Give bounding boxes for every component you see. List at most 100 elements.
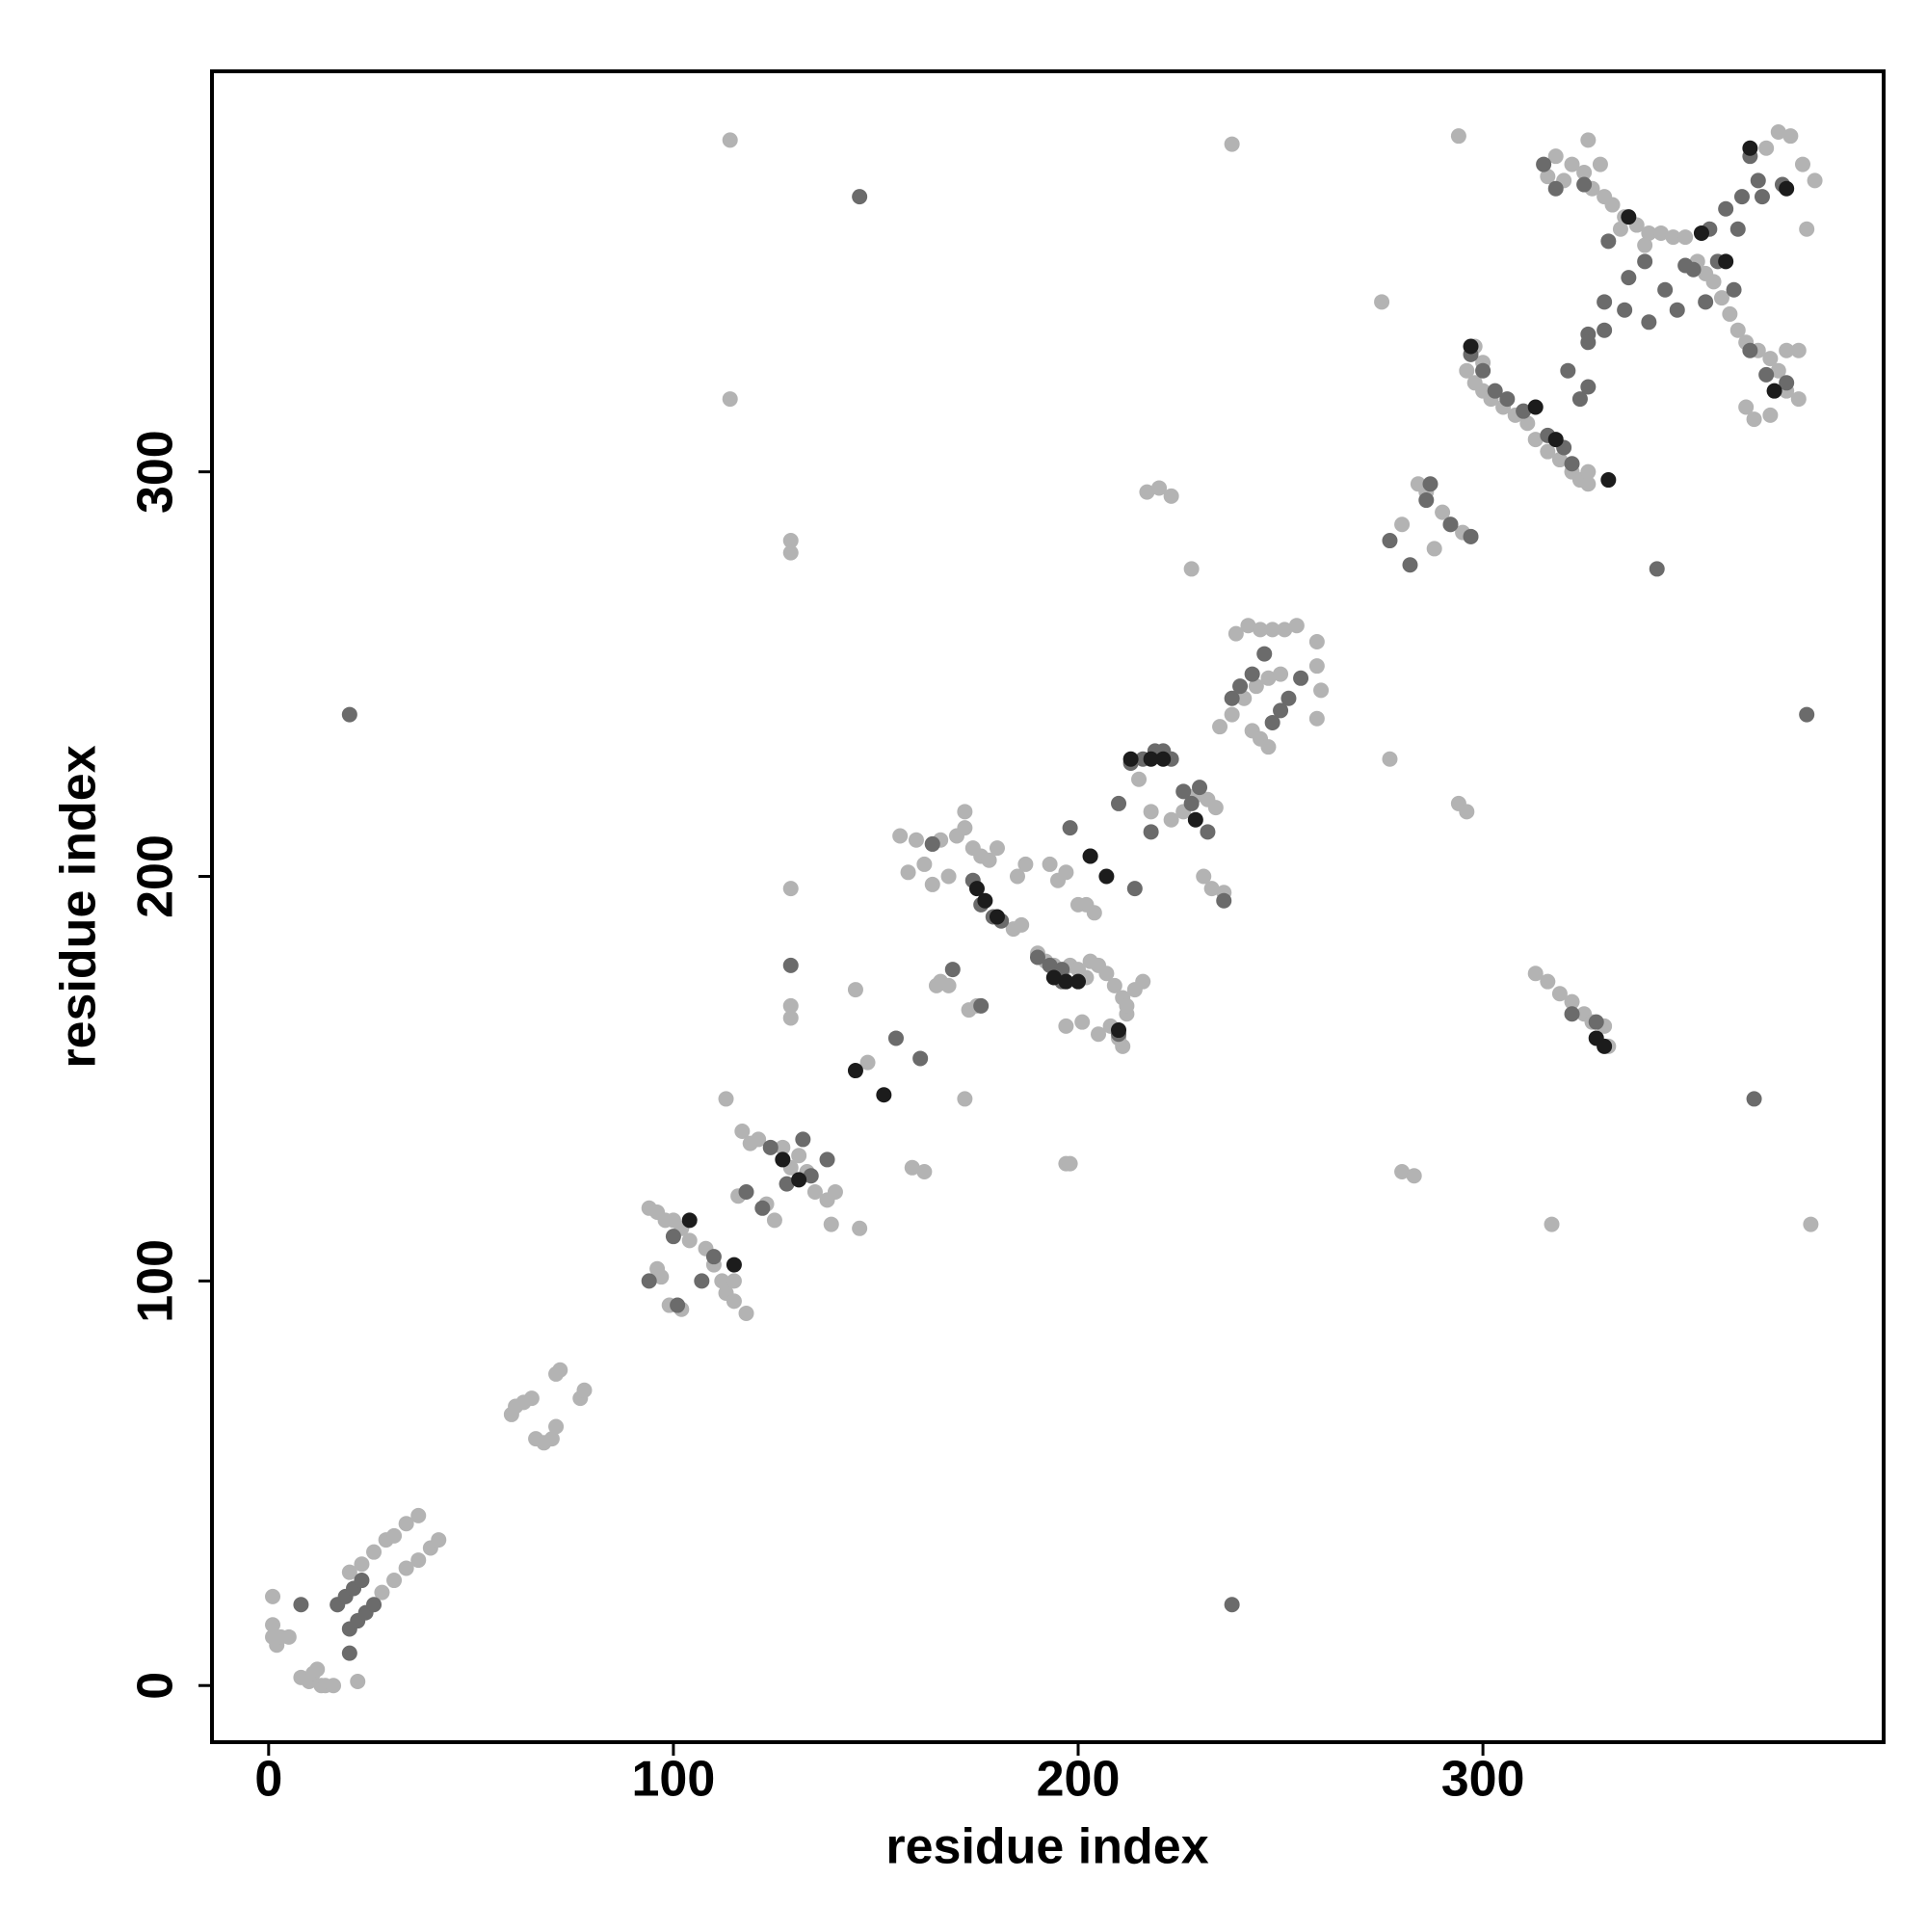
contact-point bbox=[989, 840, 1005, 857]
contact-point bbox=[431, 1532, 447, 1548]
contact-point bbox=[1273, 666, 1289, 682]
contact-point bbox=[1459, 804, 1475, 820]
contact-point bbox=[823, 1216, 839, 1232]
contact-point bbox=[1058, 864, 1074, 881]
contact-point bbox=[924, 876, 940, 892]
contact-point bbox=[1576, 176, 1593, 193]
contact-point bbox=[548, 1418, 565, 1435]
contact-point bbox=[791, 1148, 807, 1164]
contact-point bbox=[1597, 294, 1613, 310]
contact-point bbox=[1475, 362, 1491, 379]
contact-point bbox=[1782, 128, 1799, 145]
contact-point bbox=[1519, 415, 1536, 432]
contact-point bbox=[1600, 472, 1617, 489]
contact-point bbox=[1722, 305, 1738, 322]
contact-point bbox=[410, 1507, 427, 1523]
contact-point bbox=[1718, 253, 1734, 270]
contact-point bbox=[1402, 557, 1418, 573]
contact-point bbox=[1086, 905, 1102, 921]
contact-point bbox=[916, 856, 933, 872]
contact-point bbox=[410, 1552, 427, 1569]
contact-point bbox=[1641, 225, 1657, 241]
contact-point bbox=[350, 1674, 366, 1690]
contact-point bbox=[819, 1151, 835, 1168]
contact-point bbox=[912, 1050, 929, 1067]
contact-point bbox=[1151, 480, 1168, 496]
contact-point bbox=[1042, 957, 1058, 973]
contact-point bbox=[1224, 706, 1240, 723]
contact-point bbox=[1799, 706, 1815, 723]
contact-point bbox=[309, 1661, 326, 1678]
contact-point bbox=[1742, 140, 1758, 156]
contact-point bbox=[374, 1584, 390, 1601]
contact-point bbox=[1758, 140, 1775, 156]
contact-point bbox=[1463, 338, 1479, 355]
contact-point bbox=[1571, 391, 1588, 408]
contact-point bbox=[973, 997, 990, 1014]
contact-point bbox=[726, 1293, 742, 1310]
contact-point bbox=[653, 1269, 670, 1285]
contact-point bbox=[1450, 128, 1466, 145]
contact-point bbox=[1487, 383, 1503, 399]
contact-point bbox=[1394, 1164, 1411, 1180]
contact-point bbox=[1799, 221, 1815, 237]
contact-point bbox=[1224, 1597, 1240, 1613]
contact-point bbox=[1540, 169, 1556, 185]
contact-point bbox=[827, 1183, 843, 1200]
contact-point bbox=[1374, 294, 1390, 310]
plot-frame bbox=[210, 69, 1886, 1744]
contact-point bbox=[1547, 432, 1564, 448]
contact-point bbox=[1183, 561, 1200, 577]
contact-point bbox=[726, 1273, 742, 1289]
contact-point bbox=[859, 1054, 876, 1071]
contact-point bbox=[1256, 646, 1273, 662]
contact-point bbox=[1029, 949, 1045, 966]
contact-point bbox=[1240, 618, 1256, 634]
contact-point bbox=[1308, 658, 1325, 675]
contact-point bbox=[523, 1390, 540, 1407]
contact-point bbox=[738, 1183, 754, 1200]
contact-point bbox=[887, 1030, 904, 1046]
contact-point bbox=[981, 852, 997, 868]
contact-point bbox=[1779, 342, 1795, 358]
contact-point bbox=[1677, 257, 1694, 274]
contact-point bbox=[641, 1273, 657, 1289]
contact-point bbox=[1042, 856, 1058, 872]
contact-point bbox=[1212, 719, 1228, 735]
contact-point bbox=[1196, 868, 1212, 885]
contact-point bbox=[1308, 633, 1325, 649]
contact-point bbox=[1738, 399, 1755, 415]
contact-point bbox=[1733, 189, 1750, 205]
contact-point bbox=[1580, 379, 1597, 395]
contact-point bbox=[977, 892, 993, 909]
contact-point bbox=[852, 1220, 868, 1236]
contact-point bbox=[1394, 516, 1411, 533]
contact-point bbox=[892, 828, 909, 844]
contact-point bbox=[1657, 281, 1674, 298]
contact-point bbox=[1200, 824, 1216, 840]
contact-point bbox=[1382, 533, 1398, 549]
contact-point bbox=[1779, 180, 1795, 197]
contact-point bbox=[1293, 670, 1309, 686]
contact-point bbox=[1014, 916, 1030, 933]
contact-point bbox=[1017, 856, 1034, 872]
contact-point bbox=[1264, 714, 1280, 730]
contact-point bbox=[1098, 966, 1115, 982]
contact-point bbox=[1260, 670, 1277, 686]
contact-point bbox=[1705, 274, 1722, 290]
contact-point bbox=[714, 1273, 730, 1289]
contact-point bbox=[1576, 164, 1593, 180]
contact-point bbox=[762, 1139, 779, 1155]
contact-point bbox=[738, 1305, 754, 1321]
contact-point bbox=[1588, 1014, 1604, 1030]
contact-point bbox=[1637, 253, 1653, 270]
x-tick-label: 300 bbox=[1441, 1752, 1525, 1808]
contact-point bbox=[957, 1091, 973, 1107]
contact-point bbox=[1649, 561, 1665, 577]
contact-point bbox=[1652, 225, 1669, 241]
contact-point bbox=[779, 1176, 795, 1192]
contact-point bbox=[1313, 682, 1330, 699]
contact-point bbox=[1082, 848, 1098, 864]
contact-point bbox=[1280, 690, 1297, 706]
